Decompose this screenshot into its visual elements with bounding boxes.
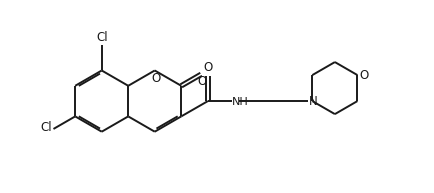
Text: O: O [151, 72, 160, 85]
Text: Cl: Cl [41, 121, 53, 134]
Text: O: O [358, 69, 368, 82]
Text: O: O [203, 61, 212, 74]
Text: N: N [308, 95, 317, 108]
Text: Cl: Cl [95, 31, 107, 44]
Text: NH: NH [232, 97, 248, 107]
Text: O: O [197, 75, 206, 88]
